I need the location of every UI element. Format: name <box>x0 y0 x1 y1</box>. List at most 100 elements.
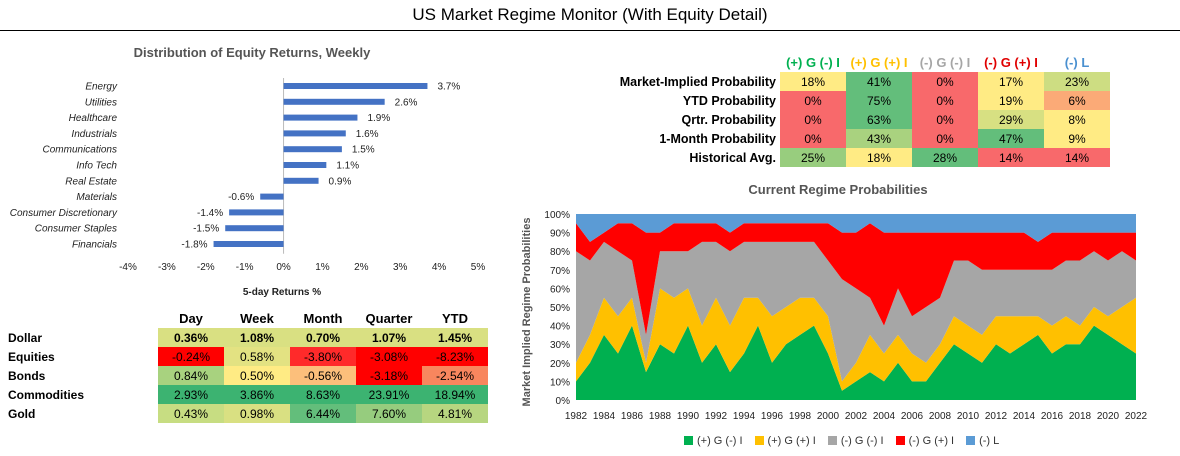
equity-category-label: Communications <box>43 145 117 156</box>
legend-swatch <box>827 436 837 445</box>
legend-swatch <box>966 436 976 445</box>
legend-label: (-) G (-) I <box>840 434 884 447</box>
equity-x-tick-label: -1% <box>236 262 254 273</box>
equity-x-tick-label: 4% <box>432 262 447 273</box>
regime-chart-ylabel: Market Implied Regime Probabilities <box>521 218 533 407</box>
returns-value-cell: 1.07% <box>356 328 422 347</box>
returns-value-cell: 0.70% <box>290 328 356 347</box>
regime-x-tick-label: 1996 <box>761 411 784 422</box>
returns-value-cell: 6.44% <box>290 404 356 423</box>
equity-data-label: -1.5% <box>193 224 219 235</box>
equity-category-label: Consumer Discretionary <box>10 208 118 219</box>
regime-value-cell: 17% <box>978 72 1044 91</box>
regime-row-label: Qrtr. Probability <box>681 112 776 127</box>
regime-value-cell: 75% <box>846 91 912 110</box>
page-title: US Market Regime Monitor (With Equity De… <box>412 5 768 24</box>
regime-y-tick-label: 50% <box>550 303 570 314</box>
regime-area-series <box>576 288 1136 391</box>
regime-value-cell: 47% <box>978 129 1044 148</box>
returns-value-cell: -3.18% <box>356 366 422 385</box>
returns-value-cell: 0.98% <box>224 404 290 423</box>
regime-x-tick-label: 2012 <box>985 411 1008 422</box>
regime-value-cell: 6% <box>1044 91 1110 110</box>
equity-x-tick-label: 5% <box>471 262 486 273</box>
regime-probability-table: (+) G (-) I (+) G (+) I (-) G (-) I (-) G (… <box>590 53 1110 167</box>
regime-header-cell: (-) G (+) I <box>984 55 1038 70</box>
regime-value-cell: 0% <box>912 129 978 148</box>
regime-value-cell: 0% <box>780 91 846 110</box>
page-title-bar: US Market Regime Monitor (With Equity De… <box>0 0 1180 31</box>
equity-bar <box>229 209 284 216</box>
equity-category-label: Info Tech <box>76 161 117 172</box>
legend-item: (+) G (-) I <box>684 435 743 447</box>
regime-header-cell: (-) L <box>1064 55 1090 70</box>
returns-row-label: Gold <box>8 406 36 421</box>
regime-row-label: Historical Avg. <box>689 150 776 165</box>
equity-data-label: 1.1% <box>336 161 359 172</box>
returns-value-cell: -0.24% <box>158 347 224 366</box>
equity-data-label: 1.6% <box>356 129 379 140</box>
equity-bar <box>283 177 319 184</box>
regime-x-tick-label: 2018 <box>1069 411 1092 422</box>
regime-x-tick-label: 1986 <box>621 411 644 422</box>
equity-x-tick-label: -3% <box>158 262 176 273</box>
equity-data-label: 1.5% <box>352 145 375 156</box>
legend-item: (-) G (+) I <box>895 434 955 447</box>
regime-x-tick-label: 1994 <box>733 411 756 422</box>
regime-x-tick-label: 2010 <box>957 411 980 422</box>
regime-value-cell: 0% <box>912 91 978 110</box>
regime-x-tick-label: 2014 <box>1013 411 1036 422</box>
equity-x-tick-label: 2% <box>354 262 369 273</box>
equity-category-label: Materials <box>76 192 117 203</box>
returns-header-cell: Week <box>240 311 274 326</box>
regime-table-corner <box>590 53 780 72</box>
returns-value-cell: 2.93% <box>158 385 224 404</box>
returns-value-cell: 0.50% <box>224 366 290 385</box>
equity-data-label: 0.9% <box>329 176 352 187</box>
equity-bar <box>283 83 428 89</box>
equity-category-label: Real Estate <box>65 176 117 187</box>
legend-swatch <box>895 436 905 445</box>
regime-x-tick-label: 1982 <box>565 411 588 422</box>
legend-label: (+) G (+) I <box>767 434 816 447</box>
regime-x-tick-label: 2022 <box>1125 411 1148 422</box>
regime-value-cell: 43% <box>846 129 912 148</box>
legend-item: (-) L <box>966 435 999 447</box>
equity-category-label: Energy <box>85 82 118 93</box>
equity-bar <box>260 193 284 200</box>
legend-label: (-) G (+) I <box>908 434 955 447</box>
returns-header-cell: YTD <box>442 311 468 326</box>
regime-y-tick-label: 70% <box>550 266 570 277</box>
equity-category-label: Industrials <box>71 129 117 140</box>
regime-value-cell: 0% <box>780 110 846 129</box>
returns-value-cell: 7.60% <box>356 404 422 423</box>
equity-chart-xlabel: 5-day Returns % <box>243 287 321 298</box>
returns-table-header-row: Day Week Month Quarter YTD <box>2 309 488 328</box>
equity-bar <box>283 130 346 137</box>
regime-x-tick-label: 2000 <box>817 411 840 422</box>
regime-area-series <box>576 241 1136 382</box>
equity-bar <box>283 98 385 105</box>
returns-value-cell: -0.56% <box>290 366 356 385</box>
legend-label: (-) L <box>979 434 1000 447</box>
equity-data-label: -1.4% <box>197 208 223 219</box>
regime-value-cell: 14% <box>978 148 1044 167</box>
regime-area-series <box>576 223 1136 335</box>
legend-item: (+) G (+) I <box>754 434 816 447</box>
equity-category-label: Utilities <box>85 97 117 108</box>
equity-chart-title: Distribution of Equity Returns, Weekly <box>134 45 371 60</box>
regime-table-row: Qrtr. Probability 0% 63% 0% 29% 8% <box>590 110 1110 129</box>
returns-row-label: Equities <box>8 349 55 364</box>
returns-value-cell: -2.54% <box>422 366 488 385</box>
regime-x-tick-label: 2004 <box>873 411 896 422</box>
equity-x-tick-label: -4% <box>119 262 137 273</box>
regime-value-cell: 41% <box>846 72 912 91</box>
regime-value-cell: 18% <box>780 72 846 91</box>
regime-y-tick-label: 80% <box>550 247 570 258</box>
regime-value-cell: 0% <box>780 129 846 148</box>
regime-value-cell: 19% <box>978 91 1044 110</box>
returns-value-cell: 4.81% <box>422 404 488 423</box>
returns-header-cell: Day <box>179 311 203 326</box>
equity-bar <box>283 162 327 168</box>
regime-x-tick-label: 2002 <box>845 411 868 422</box>
